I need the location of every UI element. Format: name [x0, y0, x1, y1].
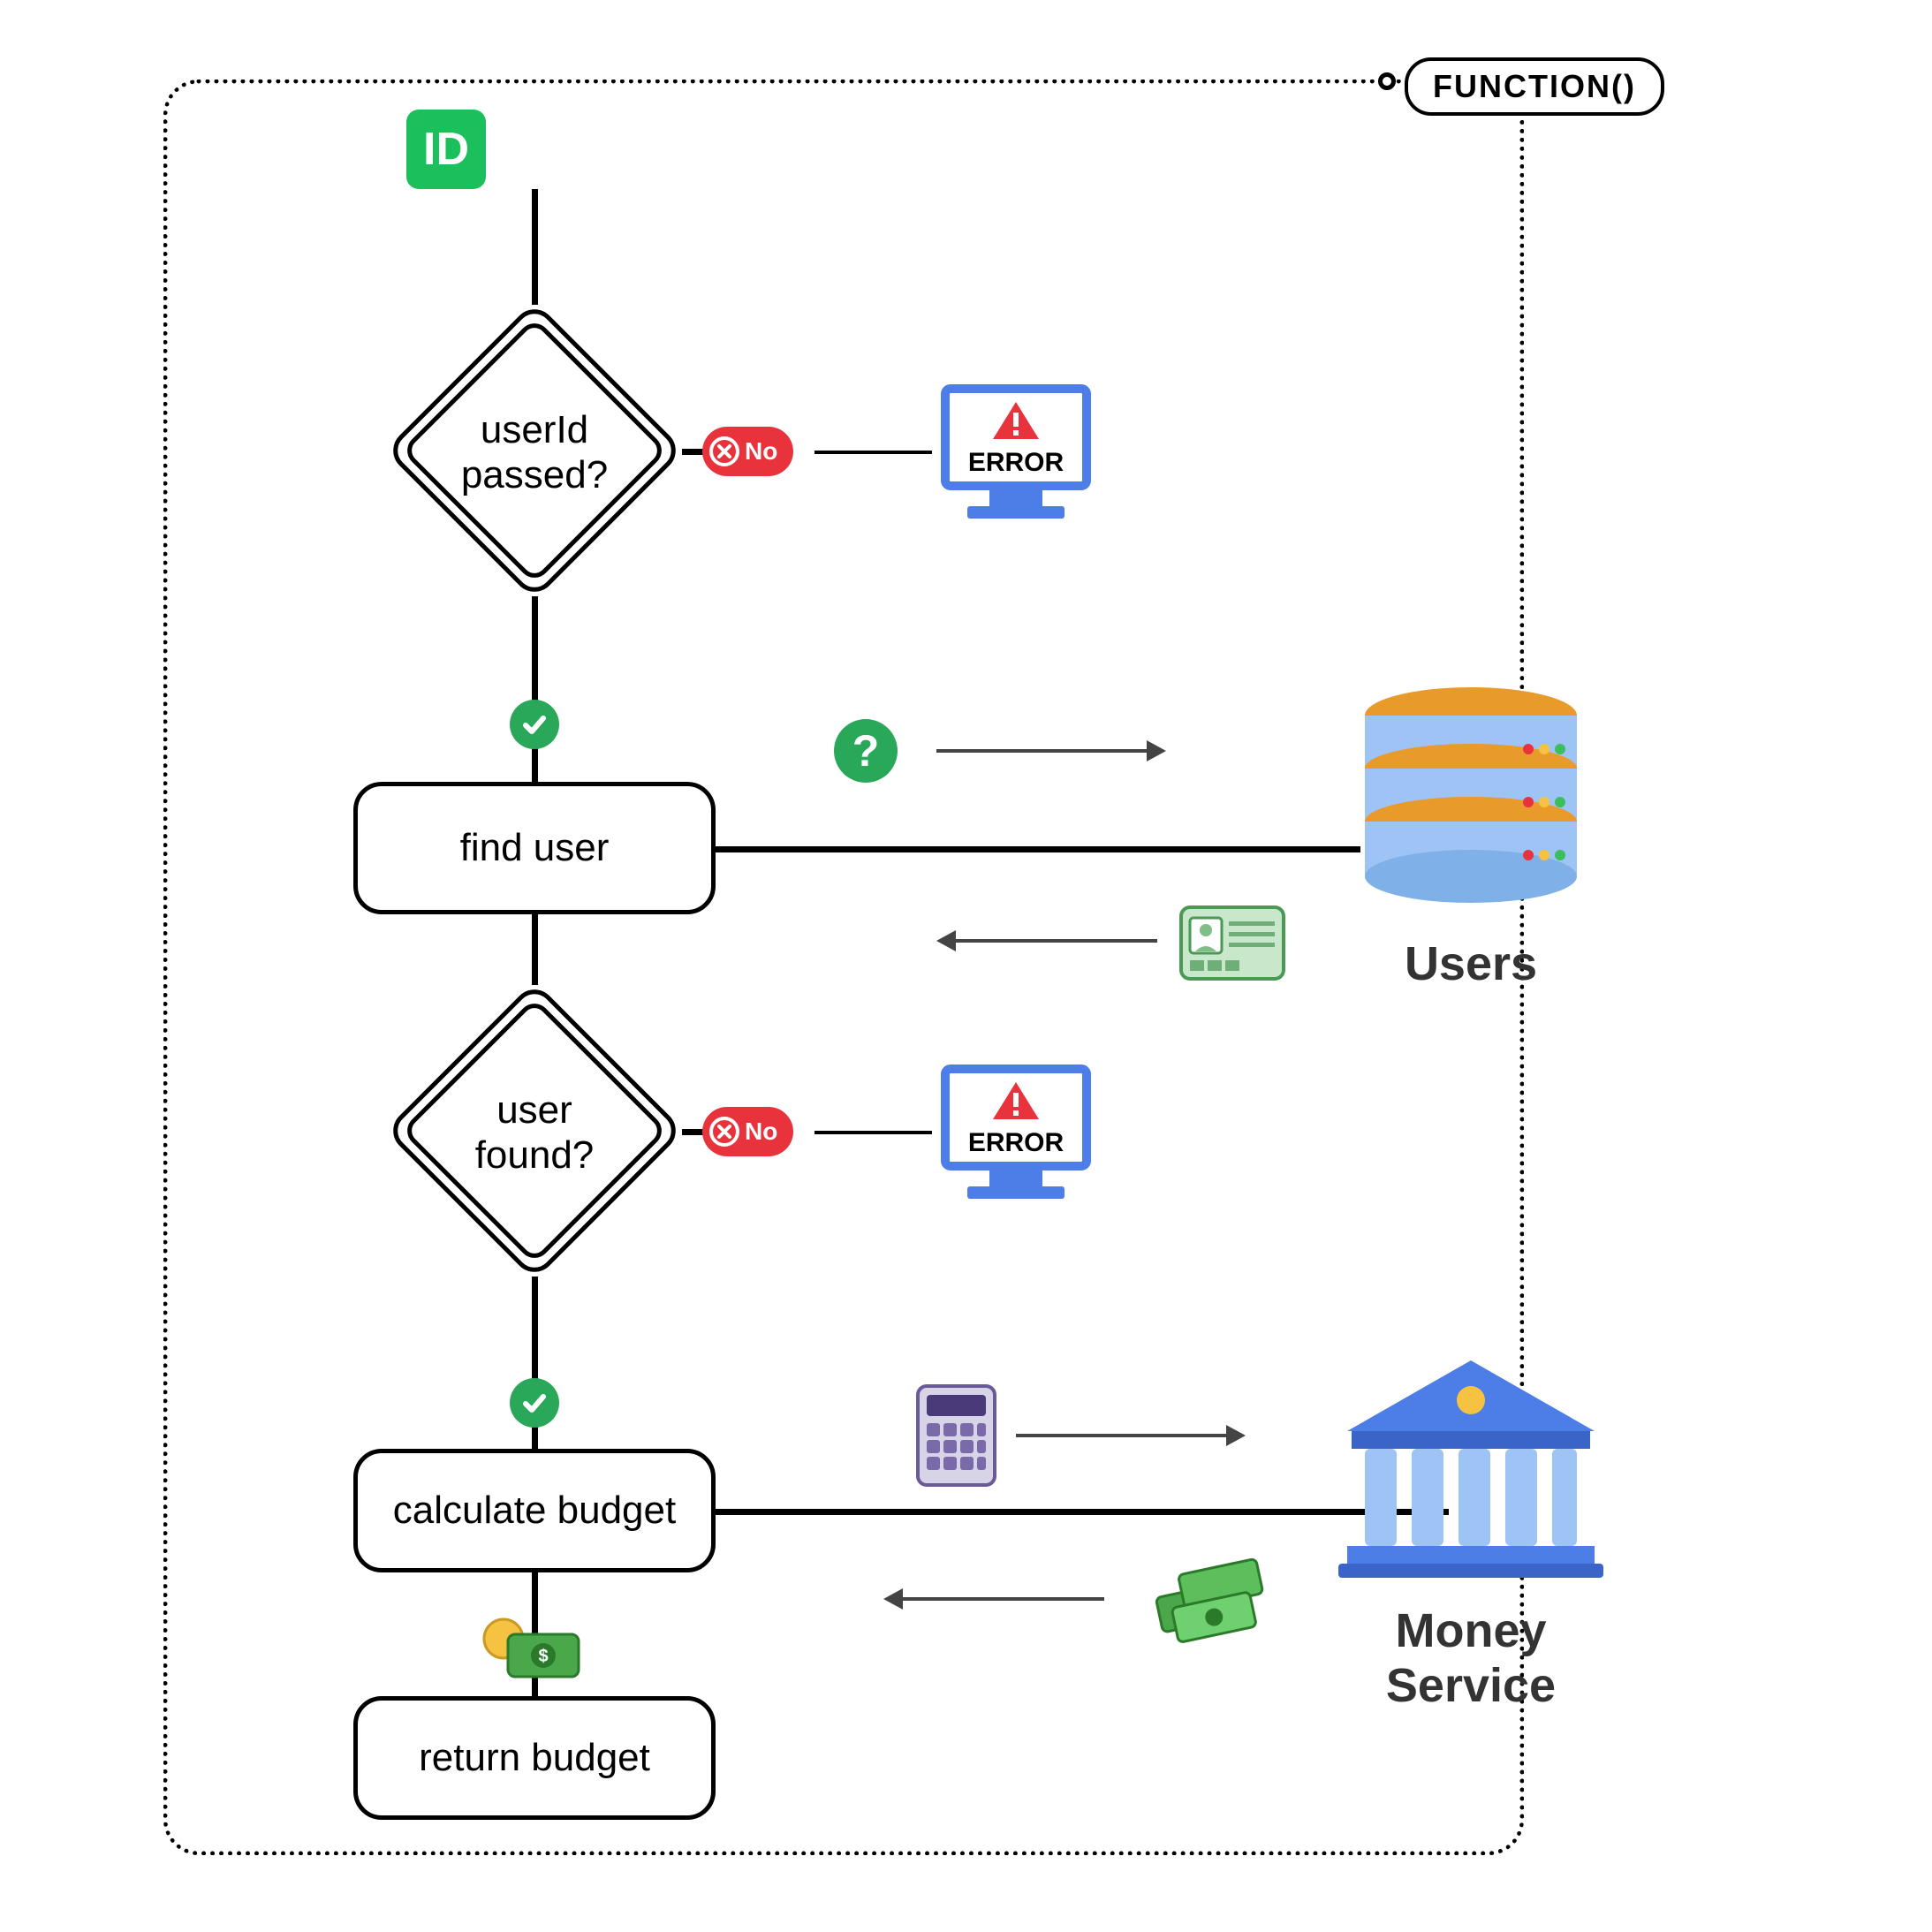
arrow-head [883, 1588, 903, 1610]
function-frame [163, 80, 1524, 1855]
arrow [1016, 1434, 1228, 1437]
arrow-head [1226, 1425, 1246, 1446]
no-badge-1: No [702, 427, 793, 476]
database-icon [1343, 680, 1599, 914]
label-line1: userId [481, 408, 588, 451]
label-line2: passed? [461, 453, 608, 496]
calculator-icon [914, 1383, 998, 1493]
process-calculate-budget: calculate budget [353, 1449, 716, 1572]
arrow-head [1147, 740, 1166, 761]
check-icon-1 [510, 700, 559, 749]
flowchart-canvas: FUNCTION() ID userId passed? No [0, 0, 1932, 1932]
check-icon-2 [510, 1378, 559, 1428]
money-service-label: Money Service [1316, 1603, 1625, 1713]
edge [714, 846, 1360, 852]
label-line2: Service [1386, 1659, 1556, 1712]
id-card-icon [1179, 905, 1285, 985]
arrow [936, 749, 1148, 753]
arrow [903, 1597, 1104, 1601]
decision-userid-passed-label: userId passed? [428, 408, 640, 497]
cash-pile-icon [1140, 1550, 1290, 1652]
process-find-user: find user [353, 782, 716, 914]
label-line1: Money [1395, 1604, 1546, 1657]
x-icon [709, 436, 739, 466]
function-label-dot [1378, 72, 1396, 90]
id-badge-icon: ID [406, 110, 486, 189]
question-icon: ? [834, 719, 898, 783]
no-label: No [745, 437, 777, 466]
edge [532, 912, 538, 985]
svg-text:ERROR: ERROR [968, 448, 1064, 477]
edge [532, 596, 538, 784]
money-icon: $ [477, 1612, 592, 1696]
process-return-budget: return budget [353, 1696, 716, 1820]
decision-user-found-label: user found? [428, 1088, 640, 1178]
edge [532, 189, 538, 305]
arrow-head [936, 930, 956, 951]
error-screen-icon-2: ERROR [928, 1047, 1104, 1228]
no-badge-2: No [702, 1107, 793, 1156]
users-label: Users [1343, 936, 1599, 991]
x-icon [709, 1117, 739, 1147]
bank-icon [1334, 1352, 1608, 1586]
edge [814, 451, 932, 454]
error-screen-icon-1: ERROR [928, 367, 1104, 548]
svg-text:ERROR: ERROR [968, 1128, 1064, 1157]
edge [814, 1131, 932, 1134]
svg-text:$: $ [538, 1647, 548, 1666]
no-label: No [745, 1118, 777, 1146]
label-line1: user [496, 1088, 572, 1132]
function-label: FUNCTION() [1405, 57, 1664, 116]
arrow [956, 939, 1157, 943]
label-line2: found? [475, 1133, 595, 1177]
